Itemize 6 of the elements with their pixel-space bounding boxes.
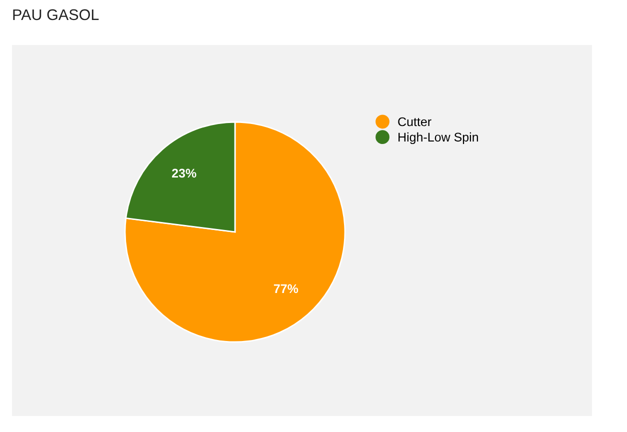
chart-title: PAU GASOL	[13, 9, 99, 20]
pie-slice	[124, 121, 346, 343]
legend-label: High-Low Spin	[398, 132, 478, 144]
data-label: 77%	[274, 284, 298, 294]
legend-label: Cutter	[398, 117, 432, 126]
data-label: 23%	[172, 168, 196, 178]
